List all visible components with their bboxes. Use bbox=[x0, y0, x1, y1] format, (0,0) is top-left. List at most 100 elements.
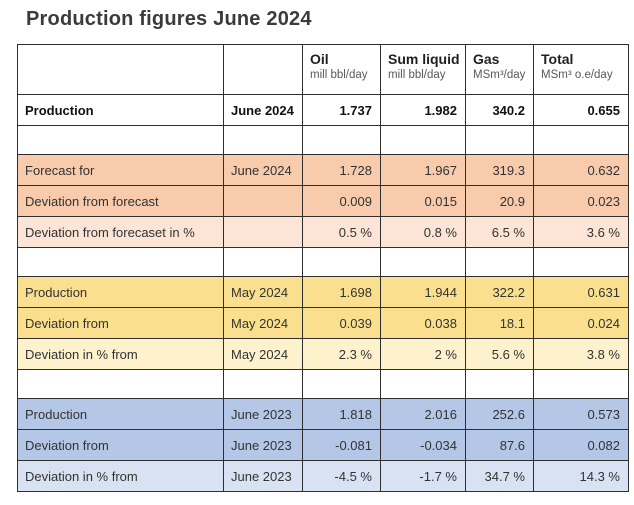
spacer-row bbox=[17, 369, 629, 399]
cell-value-total: 3.6 % bbox=[533, 216, 629, 248]
column-name: Sum liquid bbox=[388, 51, 460, 67]
spacer-cell bbox=[465, 125, 534, 155]
column-unit: MSm³/day bbox=[473, 69, 526, 81]
spacer-cell bbox=[533, 247, 629, 277]
cell-period: June 2024 bbox=[223, 154, 303, 186]
cell-value-sum-liquid: 1.982 bbox=[380, 94, 466, 126]
cell-value-gas: 5.6 % bbox=[465, 338, 534, 370]
cell-value-gas: 252.6 bbox=[465, 398, 534, 430]
table-header: Oil mill bbl/day Sum liquid mill bbl/day Gas… bbox=[17, 44, 629, 95]
column-unit: mill bbl/day bbox=[388, 69, 446, 81]
spacer-cell bbox=[17, 369, 224, 399]
cell-label: Forecast for bbox=[17, 154, 224, 186]
table-row: Deviation in % from May 2024 2.3 % 2 % 5.6 %… bbox=[17, 338, 629, 370]
spacer-cell bbox=[380, 125, 466, 155]
table-body: Production June 2024 1.737 1.982 340.2 0.655 F… bbox=[17, 94, 629, 492]
cell-value-oil: 1.818 bbox=[302, 398, 381, 430]
cell-period: June 2023 bbox=[223, 398, 303, 430]
spacer-cell bbox=[302, 369, 381, 399]
table-row: Production June 2024 1.737 1.982 340.2 0.655 bbox=[17, 94, 629, 126]
table-row: Deviation from June 2023 -0.081 -0.034 87.6 0… bbox=[17, 429, 629, 461]
table-row: Deviation in % from June 2023 -4.5 % -1.7 %… bbox=[17, 460, 629, 492]
cell-value-oil: -0.081 bbox=[302, 429, 381, 461]
cell-label: Deviation in % from bbox=[17, 338, 224, 370]
cell-value-total: 0.632 bbox=[533, 154, 629, 186]
cell-period: May 2024 bbox=[223, 276, 303, 308]
cell-value-gas: 6.5 % bbox=[465, 216, 534, 248]
spacer-cell bbox=[533, 369, 629, 399]
cell-period bbox=[223, 185, 303, 217]
column-header-gas: Gas MSm³/day bbox=[465, 44, 534, 95]
table-row: Production June 2023 1.818 2.016 252.6 0.573 bbox=[17, 398, 629, 430]
cell-value-oil: 1.728 bbox=[302, 154, 381, 186]
column-name: Total bbox=[541, 51, 574, 67]
header-row: Oil mill bbl/day Sum liquid mill bbl/day Gas… bbox=[17, 44, 629, 95]
cell-value-total: 0.573 bbox=[533, 398, 629, 430]
cell-value-oil: -4.5 % bbox=[302, 460, 381, 492]
cell-value-sum-liquid: 0.8 % bbox=[380, 216, 466, 248]
cell-value-oil: 1.737 bbox=[302, 94, 381, 126]
cell-label: Production bbox=[17, 398, 224, 430]
spacer-cell bbox=[533, 125, 629, 155]
spacer-cell bbox=[380, 247, 466, 277]
table-row: Deviation from forecaset in % 0.5 % 0.8 % 6… bbox=[17, 216, 629, 248]
table-row: Forecast for June 2024 1.728 1.967 319.3 0.63… bbox=[17, 154, 629, 186]
cell-value-total: 0.655 bbox=[533, 94, 629, 126]
cell-value-gas: 20.9 bbox=[465, 185, 534, 217]
spacer-cell bbox=[223, 125, 303, 155]
column-header-empty bbox=[17, 44, 224, 95]
cell-period: May 2024 bbox=[223, 307, 303, 339]
cell-value-oil: 0.009 bbox=[302, 185, 381, 217]
table-row: Deviation from May 2024 0.039 0.038 18.1 0.02… bbox=[17, 307, 629, 339]
cell-value-gas: 18.1 bbox=[465, 307, 534, 339]
spacer-cell bbox=[17, 125, 224, 155]
cell-period: June 2023 bbox=[223, 460, 303, 492]
cell-value-sum-liquid: 1.944 bbox=[380, 276, 466, 308]
spacer-cell bbox=[302, 125, 381, 155]
cell-value-total: 3.8 % bbox=[533, 338, 629, 370]
column-header-sum-liquid: Sum liquid mill bbl/day bbox=[380, 44, 466, 95]
spacer-cell bbox=[223, 369, 303, 399]
cell-value-sum-liquid: -0.034 bbox=[380, 429, 466, 461]
cell-value-total: 0.082 bbox=[533, 429, 629, 461]
spacer-cell bbox=[17, 247, 224, 277]
cell-value-oil: 0.039 bbox=[302, 307, 381, 339]
column-name: Oil bbox=[310, 51, 329, 67]
spacer-cell bbox=[223, 247, 303, 277]
cell-value-total: 0.024 bbox=[533, 307, 629, 339]
cell-label: Deviation from bbox=[17, 307, 224, 339]
spacer-row bbox=[17, 247, 629, 277]
cell-value-gas: 87.6 bbox=[465, 429, 534, 461]
cell-period: June 2024 bbox=[223, 94, 303, 126]
column-name: Gas bbox=[473, 51, 500, 67]
cell-value-sum-liquid: 2 % bbox=[380, 338, 466, 370]
cell-value-oil: 2.3 % bbox=[302, 338, 381, 370]
cell-value-gas: 319.3 bbox=[465, 154, 534, 186]
cell-value-total: 14.3 % bbox=[533, 460, 629, 492]
cell-value-oil: 0.5 % bbox=[302, 216, 381, 248]
cell-label: Production bbox=[17, 276, 224, 308]
cell-label: Production bbox=[17, 94, 224, 126]
cell-period: May 2024 bbox=[223, 338, 303, 370]
column-header-total: Total MSm³ o.e/day bbox=[533, 44, 629, 95]
spacer-cell bbox=[380, 369, 466, 399]
cell-value-sum-liquid: 0.015 bbox=[380, 185, 466, 217]
table-row: Production May 2024 1.698 1.944 322.2 0.631 bbox=[17, 276, 629, 308]
cell-value-gas: 322.2 bbox=[465, 276, 534, 308]
cell-period bbox=[223, 216, 303, 248]
spacer-row bbox=[17, 125, 629, 155]
cell-label: Deviation from forecast bbox=[17, 185, 224, 217]
column-unit: mill bbl/day bbox=[310, 69, 368, 81]
column-header-oil: Oil mill bbl/day bbox=[302, 44, 381, 95]
cell-value-gas: 340.2 bbox=[465, 94, 534, 126]
column-header-empty bbox=[223, 44, 303, 95]
cell-value-gas: 34.7 % bbox=[465, 460, 534, 492]
column-unit: MSm³ o.e/day bbox=[541, 69, 613, 81]
cell-period: June 2023 bbox=[223, 429, 303, 461]
cell-label: Deviation from bbox=[17, 429, 224, 461]
cell-value-sum-liquid: 0.038 bbox=[380, 307, 466, 339]
cell-value-total: 0.631 bbox=[533, 276, 629, 308]
spacer-cell bbox=[465, 369, 534, 399]
production-figures-table: Oil mill bbl/day Sum liquid mill bbl/day Gas… bbox=[17, 44, 629, 492]
